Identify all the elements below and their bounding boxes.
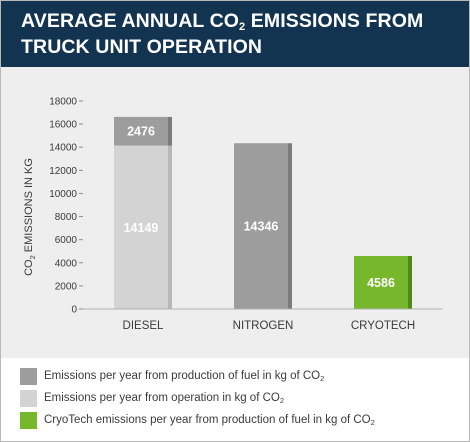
legend-text-subscript: 2 (279, 396, 285, 405)
bar-diesel-operation-edge (168, 145, 172, 309)
legend-text-main: Emissions per year from production of fu… (44, 370, 321, 382)
legend-text: CryoTech emissions per year from product… (44, 414, 375, 426)
chart-panel: CO2 EMISSIONS IN KG 0 2000 4000 6000 8000 100… (1, 67, 469, 358)
category-label: DIESEL (123, 320, 165, 332)
y-tick-label: 6000 (55, 235, 78, 246)
bar-cryotech-cryotech (354, 256, 408, 309)
legend-swatch (20, 389, 37, 407)
category-label: NITROGEN (233, 320, 294, 332)
legend-text-subscript: 2 (320, 374, 325, 383)
bars: 14149 2476 14346 4586 (114, 116, 412, 309)
chart-title: AVERAGE ANNUAL CO2 EMISSIONS FROM TRUCK … (21, 8, 461, 60)
y-tick-label: 14000 (49, 143, 77, 154)
svg-text:CO2 EMISSIONS IN KG: CO2 EMISSIONS IN KG (23, 158, 37, 276)
y-axis-ticks: 0 2000 4000 6000 8000 10000 12000 14000 16000 180… (49, 97, 83, 316)
bar-diesel-production-edge (168, 116, 172, 146)
y-tick-label: 18000 (49, 97, 77, 108)
bar-value-label: 14149 (124, 221, 159, 235)
y-tick-label: 4000 (55, 258, 78, 269)
legend-swatch (20, 367, 37, 385)
title-part-2: EMISSIONS FROM TRUCK UNIT OPERATION (21, 10, 424, 58)
legend-item-production: Emissions per year from production of fu… (20, 367, 465, 385)
y-tick-label: 10000 (49, 189, 77, 200)
header-banner: AVERAGE ANNUAL CO2 EMISSIONS FROM TRUCK … (1, 1, 469, 67)
y-axis-label-rest: EMISSIONS IN KG (23, 158, 35, 255)
legend-text: Emissions per year from operation in kg … (44, 392, 284, 404)
legend-item-cryotech: CryoTech emissions per year from product… (20, 411, 465, 429)
category-label: CRYOTECH (351, 320, 415, 332)
legend-swatch (20, 411, 37, 429)
bar-value-label: 2476 (127, 125, 155, 139)
y-tick-label: 8000 (55, 212, 78, 223)
category-labels: DIESEL NITROGEN CRYOTECH (123, 320, 416, 332)
bar-value-label: 14346 (244, 220, 279, 234)
legend-text: Emissions per year from production of fu… (44, 370, 324, 382)
legend-text-main: CryoTech emissions per year from product… (44, 414, 371, 426)
legend-item-operation: Emissions per year from operation in kg … (20, 389, 465, 407)
bar-diesel-production (114, 116, 168, 146)
y-tick-label: 12000 (49, 166, 77, 177)
title-part-1: AVERAGE ANNUAL CO (21, 10, 240, 32)
legend: Emissions per year from production of fu… (20, 367, 465, 433)
bar-diesel-operation (114, 145, 168, 309)
y-tick-label: 16000 (49, 120, 77, 131)
y-axis-label-sub: 2 (28, 255, 37, 259)
bar-nitrogen-production-edge (288, 143, 292, 309)
bar-chart: CO2 EMISSIONS IN KG 0 2000 4000 6000 8000 100… (23, 97, 443, 332)
bar-value-label: 4586 (367, 276, 395, 290)
bar-nitrogen-production (234, 143, 288, 309)
y-axis-label-main: CO (23, 259, 35, 276)
legend-text-subscript: 2 (370, 418, 375, 427)
legend-text-main: Emissions per year from operation in kg … (44, 392, 280, 404)
y-axis-label: CO2 EMISSIONS IN KG (23, 158, 37, 276)
y-tick-label: 0 (71, 305, 77, 316)
bar-cryotech-cryotech-edge (408, 256, 412, 309)
y-tick-label: 2000 (55, 281, 78, 292)
title-subscript: 2 (239, 21, 246, 33)
